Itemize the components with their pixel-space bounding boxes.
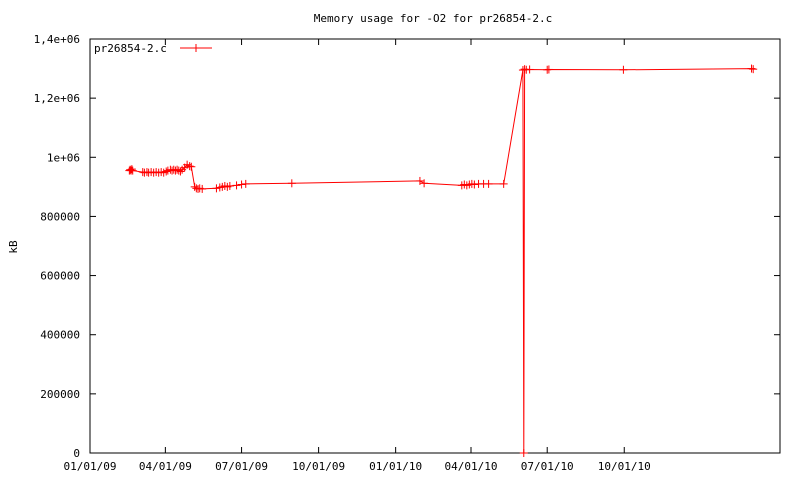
x-tick-label: 10/01/09 — [292, 460, 345, 473]
data-point — [525, 65, 534, 74]
data-point — [198, 184, 207, 193]
data-point — [162, 167, 171, 176]
plot-frame — [89, 38, 781, 454]
data-point — [470, 180, 479, 189]
x-tick-label: 04/01/10 — [445, 460, 498, 473]
data-point — [241, 179, 250, 188]
y-tick-label: 1,4e+06 — [34, 33, 80, 46]
data-point — [420, 179, 429, 188]
data-point — [499, 179, 508, 188]
data-point — [225, 181, 234, 190]
y-tick-label: 0 — [73, 447, 80, 460]
data-point — [174, 166, 183, 175]
legend-label: pr26854-2.c — [94, 42, 167, 55]
data-point — [176, 167, 185, 176]
data-point — [128, 166, 137, 175]
data-point — [544, 65, 553, 74]
data-point — [749, 65, 758, 74]
data-point — [287, 179, 296, 188]
y-tick-label: 200000 — [40, 388, 80, 401]
y-axis-label: kB — [7, 240, 20, 254]
data-point — [127, 165, 136, 174]
x-tick-label: 07/01/09 — [215, 460, 268, 473]
y-tick-label: 400000 — [40, 329, 80, 342]
data-point — [190, 182, 199, 191]
x-tick-label: 01/01/09 — [64, 460, 117, 473]
y-tick-label: 1e+06 — [47, 151, 80, 164]
data-point — [519, 449, 528, 457]
data-point — [415, 176, 424, 185]
data-point — [187, 162, 196, 171]
data-point — [484, 179, 493, 188]
legend: pr26854-2.c — [94, 42, 212, 55]
x-tick-label: 01/01/10 — [369, 460, 422, 473]
series-line — [129, 68, 754, 454]
x-tick-label: 04/01/09 — [139, 460, 192, 473]
series-layer — [125, 64, 758, 457]
y-tick-label: 800000 — [40, 210, 80, 223]
y-tick-label: 600000 — [40, 270, 80, 283]
y-tick-label: 1,2e+06 — [34, 92, 80, 105]
x-tick-label: 10/01/10 — [598, 460, 651, 473]
chart-title: Memory usage for -O2 for pr26854-2.c — [314, 12, 552, 25]
data-point — [619, 65, 628, 74]
data-point — [747, 64, 756, 73]
data-point — [185, 162, 194, 171]
x-axis: 01/01/09 04/01/09 07/01/09 10/01/09 01/01/10… — [64, 39, 651, 473]
x-tick-label: 07/01/10 — [521, 460, 574, 473]
data-point — [212, 184, 221, 193]
y-axis: 0 200000 400000 600000 800000 1e+06 1,2e+06 1,4… — [34, 33, 780, 460]
data-point — [232, 181, 241, 190]
data-point — [237, 180, 246, 189]
